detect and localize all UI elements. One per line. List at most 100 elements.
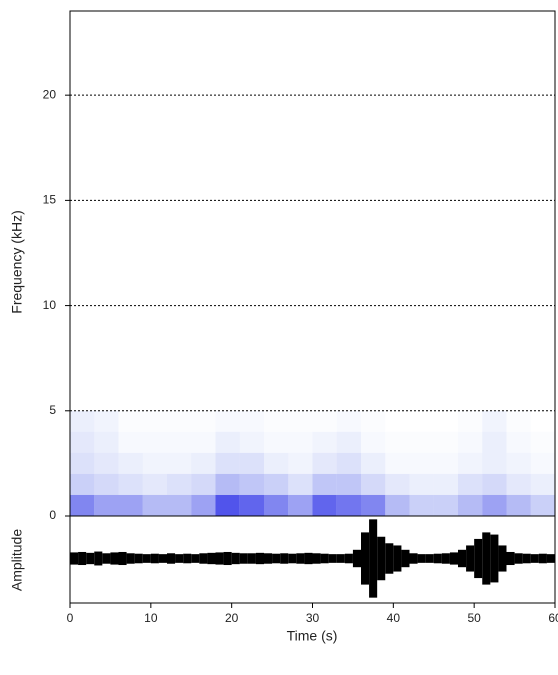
amplitude-envelope [288,553,297,564]
amplitude-envelope [482,532,491,585]
amplitude-envelope [142,554,151,563]
spectrogram-cell [336,452,361,474]
spectrogram-cell [482,431,507,453]
spectrogram-cell [264,452,289,474]
amplitude-envelope [506,551,515,566]
amplitude-envelope [312,553,321,564]
x-axis-title: Time (s) [287,628,338,644]
spectrogram-cell [191,410,216,432]
amplitude-envelope [199,553,208,564]
spectrogram-cell [70,431,95,453]
spectrogram-cell [118,452,143,474]
spectrogram-cell [167,494,192,516]
spectrogram-cell [94,431,119,453]
amplitude-envelope [78,551,87,566]
spectrogram-cell [288,494,313,516]
amplitude-envelope [344,553,353,564]
spectrogram-cell [118,473,143,495]
spectrogram-cell [215,431,240,453]
spectrogram-cell [336,494,361,516]
spectrogram-cell [458,410,483,432]
x-tick-label: 50 [467,611,481,625]
spectrogram-cell [312,473,337,495]
spectrogram-cell [434,411,458,432]
spectrogram-cell [312,452,337,474]
x-tick-label: 20 [225,611,239,625]
x-tick-label: 10 [144,611,158,625]
spectrogram-cell [94,410,119,432]
spectrogram-cell [433,473,458,495]
amplitude-envelope [320,553,329,564]
amplitude-envelope [409,553,418,564]
spectrogram-cell [142,452,167,474]
y-axis-title: Frequency (kHz) [9,210,25,313]
spectrogram-cell [215,494,240,516]
amplitude-envelope [474,538,483,579]
spectrogram-cell [264,431,289,453]
spectrogram-cell [239,494,264,516]
amplitude-envelope [441,553,450,564]
amplitude-envelope [231,552,240,565]
amplitude-envelope [336,554,345,563]
spectrogram-cell [458,494,483,516]
amplitude-envelope [498,545,507,572]
spectrogram-cell [94,452,119,474]
spectrogram-cell [70,473,95,495]
amplitude-envelope [183,553,192,564]
spectrogram-cell [312,494,337,516]
amplitude-envelope [255,552,264,565]
amplitude-envelope [280,553,289,564]
amplitude-envelope [352,549,361,568]
spectrogram-cell [70,494,95,516]
spectrogram-cell [531,411,555,432]
spectrogram-cell [482,494,507,516]
amplitude-envelope [449,552,458,565]
amplitude-envelope [150,553,159,564]
amplitude-envelope [175,554,184,563]
spectrogram-cell [361,410,386,432]
amplitude-envelope [94,551,103,566]
spectrogram-cell [409,494,434,516]
spectrogram-cell [458,431,483,453]
y-tick-label: 0 [49,508,56,522]
spectrogram-cell [410,411,434,432]
spectrogram-cell [288,410,313,432]
spectrogram-cell [167,431,192,453]
spectrogram-cell [506,431,531,453]
y-tick-label: 20 [43,87,57,101]
spectrogram-cell [458,452,483,474]
amplitude-envelope [304,552,313,565]
spectrogram-cell [361,431,386,453]
spectrogram-cell [336,473,361,495]
spectrogram-cell [142,410,167,432]
spectrogram-cell [385,411,409,432]
amplitude-envelope [296,553,305,564]
amplitude-envelope [361,532,370,585]
spectrogram-cell [312,431,337,453]
amplitude-envelope [247,553,256,564]
spectrogram-cell [142,431,167,453]
spectrogram-cell [506,473,531,495]
y-tick-label: 5 [49,403,56,417]
spectrogram-cell [433,494,458,516]
amplitude-envelope [514,553,523,564]
spectrogram-cell [239,452,264,474]
spectrogram-cell [191,452,216,474]
amplitude-envelope [134,553,143,564]
y-tick-label: 10 [43,298,57,312]
amplitude-axis-title: Amplitude [9,529,25,591]
amplitude-envelope [522,553,531,564]
spectrogram-cell [118,431,143,453]
amplitude-envelope [546,554,555,563]
amplitude-envelope [490,534,499,583]
amplitude-envelope [417,554,426,563]
spectrogram-cell [239,410,264,432]
spectrogram-cell [530,431,555,453]
spectrogram-cell [191,473,216,495]
spectrogram-cell [336,431,361,453]
spectrogram-cell [118,494,143,516]
spectrogram-cell [94,494,119,516]
spectrogram-cell [288,473,313,495]
spectrogram-cell [215,452,240,474]
